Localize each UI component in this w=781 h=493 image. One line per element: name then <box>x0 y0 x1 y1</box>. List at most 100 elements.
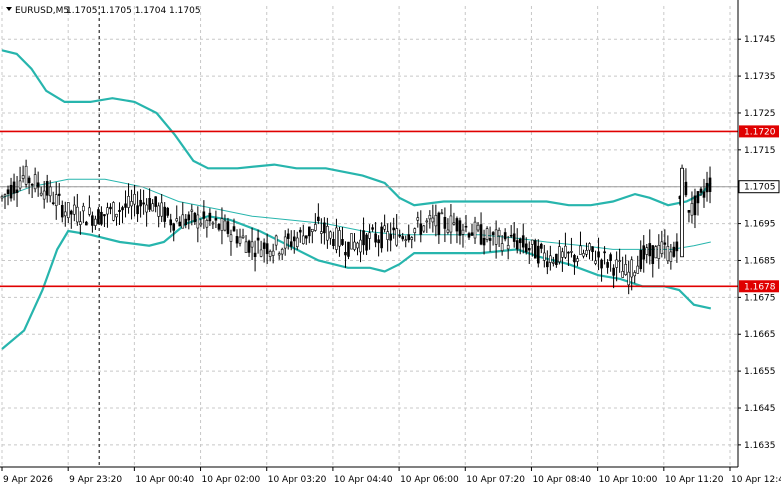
candle-body <box>121 207 124 211</box>
candle-body <box>663 242 667 245</box>
candle-body <box>425 220 429 223</box>
candle-body <box>621 271 624 278</box>
candle-body <box>386 231 389 240</box>
candle-body <box>208 212 212 222</box>
candle-body <box>705 182 709 193</box>
candle-body <box>404 239 408 241</box>
y-tick-label: 1.1645 <box>744 404 776 414</box>
candle-body <box>223 220 227 231</box>
chart-header: EURUSD,M5 1.1705 1.1705 1.1704 1.1705 <box>6 6 201 16</box>
candle-body <box>3 194 7 197</box>
candle-body <box>202 211 206 219</box>
candle-body <box>100 211 103 225</box>
candle-body <box>283 236 287 249</box>
candle-body <box>494 229 498 245</box>
candle-body <box>455 218 459 232</box>
candle-body <box>440 212 444 215</box>
grid <box>1 6 738 467</box>
candle-body <box>657 244 661 259</box>
candle-body <box>27 177 31 184</box>
candles <box>0 159 712 295</box>
candle-body <box>669 251 673 262</box>
candle-body <box>401 236 405 240</box>
candle-body <box>91 215 94 226</box>
candle-body <box>241 235 245 238</box>
candle-body <box>320 231 323 234</box>
candle-body <box>591 246 594 253</box>
candle-body <box>30 184 34 186</box>
candle-body <box>85 221 88 226</box>
candle-body <box>184 218 188 226</box>
candle-body <box>178 221 182 227</box>
candle-body <box>265 243 269 254</box>
candle-body <box>699 188 703 193</box>
candle-body <box>235 236 239 244</box>
candle-body <box>66 202 70 218</box>
candle-body <box>536 245 540 264</box>
candle-body <box>437 212 441 235</box>
candle-body <box>347 241 350 257</box>
candle-body <box>238 236 242 244</box>
candle-body <box>181 214 185 229</box>
candle-body <box>24 165 28 185</box>
candle-body <box>371 227 374 230</box>
candle-body <box>148 198 151 210</box>
candle-body <box>33 174 37 190</box>
candle-body <box>645 247 649 255</box>
candle-body <box>18 180 22 189</box>
candle-body <box>54 194 58 206</box>
candle-body <box>36 182 40 188</box>
band-upper <box>1 49 712 207</box>
candle-body <box>612 267 615 276</box>
candle-body <box>190 209 194 212</box>
candle-body <box>546 261 549 268</box>
candle-body <box>651 245 655 264</box>
candle-body <box>377 239 380 244</box>
candle-body <box>527 248 531 251</box>
candle-body <box>630 259 633 278</box>
candle-body <box>199 222 203 226</box>
candle-body <box>118 209 121 212</box>
candle-body <box>124 203 127 208</box>
candle-body <box>232 226 236 232</box>
candle-body <box>12 181 16 194</box>
dropdown-arrow-icon[interactable] <box>6 7 12 11</box>
y-tick-label: 1.1635 <box>744 441 776 451</box>
candle-body <box>503 232 507 240</box>
candle-body <box>374 233 377 243</box>
candle-body <box>533 240 537 259</box>
candle-body <box>314 224 317 231</box>
candle-body <box>464 225 468 228</box>
candle-body <box>289 241 293 247</box>
candle-body <box>696 191 700 204</box>
candle-body <box>277 253 281 256</box>
candle-body <box>94 218 97 226</box>
current-price-box <box>738 180 780 194</box>
candle-body <box>567 251 570 254</box>
candle-body <box>672 246 676 257</box>
candle-body <box>60 205 64 218</box>
candle-body <box>452 222 456 225</box>
x-tick-label: 10 Apr 08:40 <box>532 475 591 485</box>
candle-body <box>552 262 555 264</box>
candle-body <box>79 221 82 225</box>
candle-body <box>48 186 52 197</box>
candle-body <box>654 246 658 259</box>
x-tick-label: 10 Apr 04:40 <box>334 475 393 485</box>
candle-body <box>139 199 142 207</box>
candle-body <box>301 235 305 244</box>
candle-body <box>88 207 91 215</box>
candle-body <box>133 193 136 205</box>
candle-body <box>461 229 465 235</box>
candle-body <box>166 207 170 216</box>
candle-body <box>338 230 341 247</box>
candle-body <box>103 214 106 217</box>
horizontal-levels[interactable] <box>0 130 738 288</box>
candle-body <box>15 189 19 193</box>
candle-body <box>555 253 558 265</box>
y-tick-label: 1.1715 <box>744 146 776 156</box>
candle-body <box>187 214 191 221</box>
